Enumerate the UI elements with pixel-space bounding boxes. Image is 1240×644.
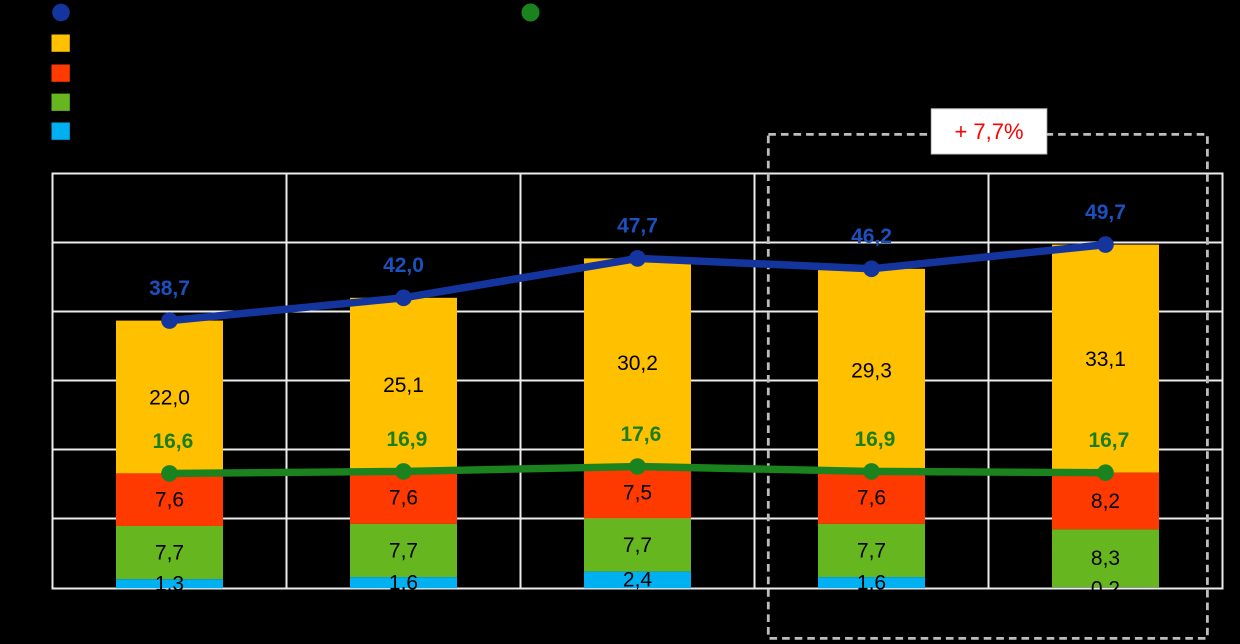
svg-text:25,1: 25,1 (383, 374, 424, 397)
svg-text:+ 7,7%: + 7,7% (954, 119, 1023, 144)
svg-text:17,6: 17,6 (620, 423, 661, 446)
svg-text:29,3: 29,3 (851, 359, 892, 382)
svg-text:8,2: 8,2 (1091, 490, 1120, 513)
svg-text:0,2: 0,2 (1091, 578, 1120, 601)
svg-text:49,7: 49,7 (1085, 201, 1126, 224)
svg-text:16,7: 16,7 (1088, 429, 1129, 452)
svg-text:1,3: 1,3 (155, 573, 184, 596)
svg-text:47,7: 47,7 (617, 215, 658, 238)
svg-text:7,7: 7,7 (155, 541, 184, 564)
svg-text:22,0: 22,0 (149, 386, 190, 409)
svg-text:7,7: 7,7 (623, 534, 652, 557)
svg-text:16,9: 16,9 (386, 428, 427, 451)
svg-text:7,6: 7,6 (389, 487, 418, 510)
svg-text:7,6: 7,6 (155, 489, 184, 512)
svg-text:7,7: 7,7 (857, 539, 886, 562)
svg-text:46,2: 46,2 (851, 225, 892, 248)
svg-text:2,4: 2,4 (623, 569, 653, 592)
svg-text:30,2: 30,2 (617, 352, 658, 375)
svg-text:16,6: 16,6 (152, 430, 193, 453)
svg-text:38,7: 38,7 (149, 277, 190, 300)
svg-text:7,7: 7,7 (389, 539, 418, 562)
svg-text:8,3: 8,3 (1091, 547, 1120, 570)
svg-text:16,9: 16,9 (854, 428, 895, 451)
svg-text:7,6: 7,6 (857, 487, 886, 510)
svg-text:1,6: 1,6 (389, 572, 418, 595)
svg-text:7,5: 7,5 (623, 482, 652, 505)
svg-text:1,6: 1,6 (857, 572, 886, 595)
svg-text:33,1: 33,1 (1085, 348, 1126, 371)
svg-text:42,0: 42,0 (383, 254, 424, 277)
